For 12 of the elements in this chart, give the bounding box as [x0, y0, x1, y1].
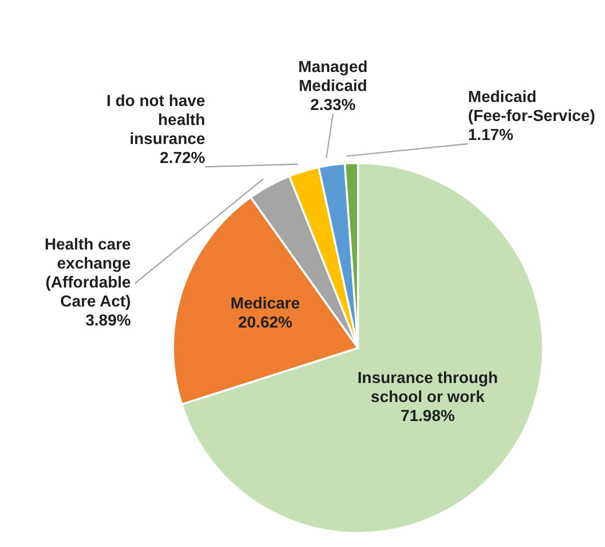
slice-label: I do not have health insurance [106, 93, 206, 148]
slice-label: Medicare [230, 295, 300, 312]
data-label: 1.17% [468, 127, 514, 144]
data-label: 2.72% [160, 150, 206, 168]
slice-label: Medicaid (Fee-for-Service) [468, 89, 596, 126]
slice-label: Insurance through school or work [357, 370, 498, 406]
data-label: 71.98% [400, 408, 455, 425]
data-label: 2.33% [310, 97, 356, 114]
data-label: 20.62% [238, 314, 292, 332]
slice-label: Health care exchange (Affordable Care Act) [44, 236, 131, 311]
data-label: 3.89% [85, 312, 131, 330]
slice-label: Managed Medicaid [298, 59, 368, 96]
